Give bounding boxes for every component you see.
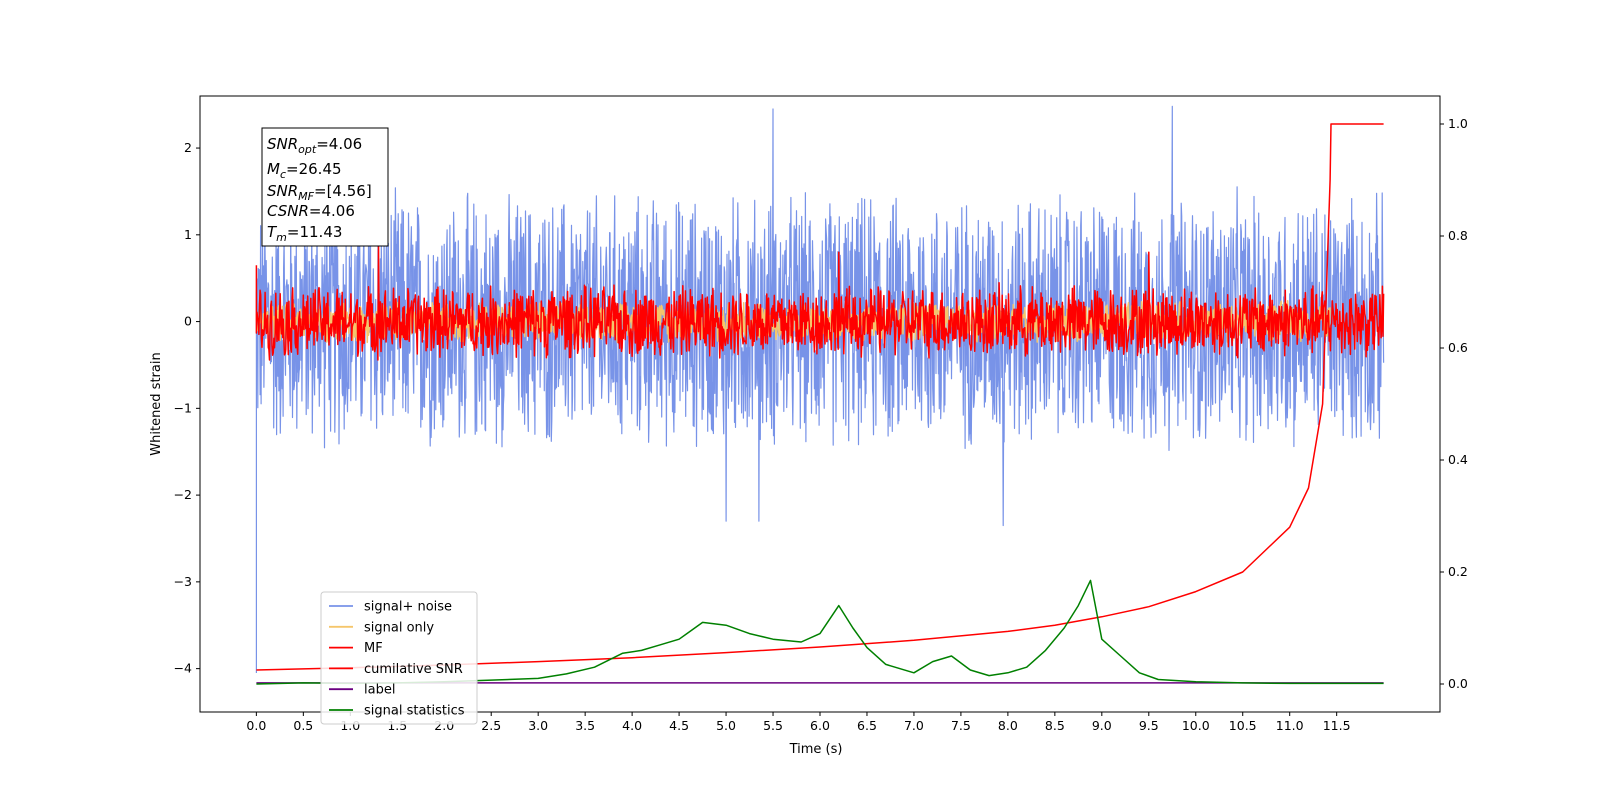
x-tick-label: 5.0 <box>716 718 736 733</box>
x-tick-label: 11.0 <box>1276 718 1304 733</box>
legend-label: MF <box>364 641 383 656</box>
x-tick-label: 5.5 <box>763 718 783 733</box>
x-tick-label: 3.0 <box>528 718 548 733</box>
legend-label: label <box>364 683 395 698</box>
x-tick-label: 6.0 <box>810 718 830 733</box>
x-tick-label: 4.0 <box>622 718 642 733</box>
x-tick-label: 0.0 <box>246 718 266 733</box>
annotation-mc: Mc=26.45 <box>267 160 342 181</box>
legend-label: signal statistics <box>364 704 465 719</box>
x-tick-label: 0.5 <box>293 718 313 733</box>
x-tick-label: 7.0 <box>904 718 924 733</box>
y-axis-label: Whitened strain <box>149 352 164 455</box>
annotation-tm: Tm=11.43 <box>267 223 342 244</box>
y-axis-right: 1.0 0.8 0.6 0.4 0.2 0.0 <box>1440 116 1468 691</box>
x-tick-label: 10.5 <box>1229 718 1257 733</box>
legend: signal+ noise signal only MF cumilative SNR… <box>320 591 478 725</box>
x-tick-label: 9.5 <box>1139 718 1159 733</box>
x-tick-label: 7.5 <box>951 718 971 733</box>
x-tick-label: 10.0 <box>1182 718 1210 733</box>
y-left-tick-label: 0 <box>184 314 192 329</box>
y-axis-left: 2 1 0 −1 −2 −3 −4 <box>174 140 200 676</box>
legend-label: signal only <box>364 620 434 635</box>
x-tick-label: 9.0 <box>1092 718 1112 733</box>
series-signal-noise <box>255 105 1385 673</box>
legend-entries: signal+ noise signal only MF cumilative SNR… <box>329 600 465 719</box>
x-axis-label: Time (s) <box>789 742 843 757</box>
series-mf <box>255 242 1385 361</box>
legend-label: cumilative SNR <box>364 662 463 677</box>
legend-frame <box>320 591 478 725</box>
x-tick-label: 8.5 <box>1045 718 1065 733</box>
y-left-tick-label: 2 <box>184 140 192 155</box>
x-tick-label: 3.5 <box>575 718 595 733</box>
y-right-tick-label: 0.6 <box>1448 340 1468 355</box>
series-cumilative-snr <box>256 123 1384 671</box>
y-left-tick-label: 1 <box>184 227 192 242</box>
annotation-box: SNRopt=4.06 Mc=26.45 SNRMF=[4.56] CSNR=4… <box>261 127 389 247</box>
x-tick-label: 6.5 <box>857 718 877 733</box>
x-tick-label: 8.0 <box>998 718 1018 733</box>
annotation-csnr: CSNR=4.06 <box>267 202 355 220</box>
y-right-tick-label: 1.0 <box>1448 116 1468 131</box>
x-tick-label: 4.5 <box>669 718 689 733</box>
y-left-tick-label: −2 <box>174 487 192 502</box>
y-left-tick-label: −4 <box>174 661 192 676</box>
x-tick-label: 11.5 <box>1323 718 1351 733</box>
annotation-frame <box>261 127 389 247</box>
series-signal-statistics <box>256 579 1384 685</box>
y-right-tick-label: 0.2 <box>1448 564 1468 579</box>
legend-label: signal+ noise <box>364 600 452 615</box>
y-left-tick-label: −3 <box>174 574 192 589</box>
annotation-snr-mf: SNRMF=[4.56] <box>267 182 372 203</box>
y-right-tick-label: 0.4 <box>1448 452 1468 467</box>
x-tick-label: 2.5 <box>481 718 501 733</box>
annotation-snr-opt: SNRopt=4.06 <box>267 135 362 156</box>
y-left-tick-label: −1 <box>174 400 192 415</box>
y-right-tick-label: 0.8 <box>1448 228 1468 243</box>
y-right-tick-label: 0.0 <box>1448 676 1468 691</box>
